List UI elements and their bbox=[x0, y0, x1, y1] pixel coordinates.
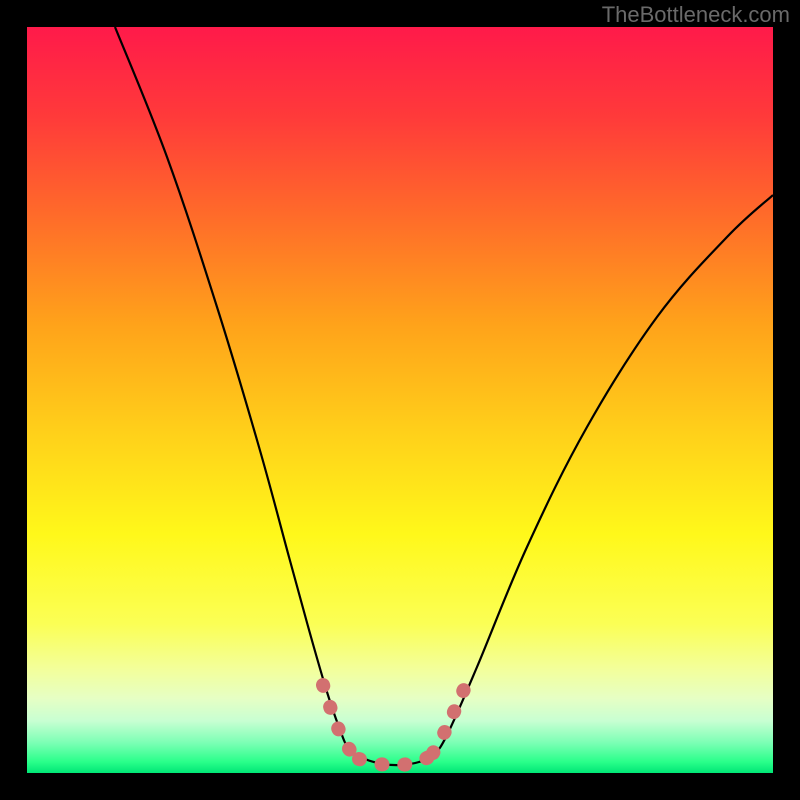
curve-layer bbox=[27, 27, 773, 773]
watermark-text: TheBottleneck.com bbox=[602, 2, 790, 28]
plot-area bbox=[27, 27, 773, 773]
main-v-curve bbox=[115, 27, 773, 765]
overlay-right-dots bbox=[433, 687, 465, 753]
chart-frame: TheBottleneck.com bbox=[0, 0, 800, 800]
